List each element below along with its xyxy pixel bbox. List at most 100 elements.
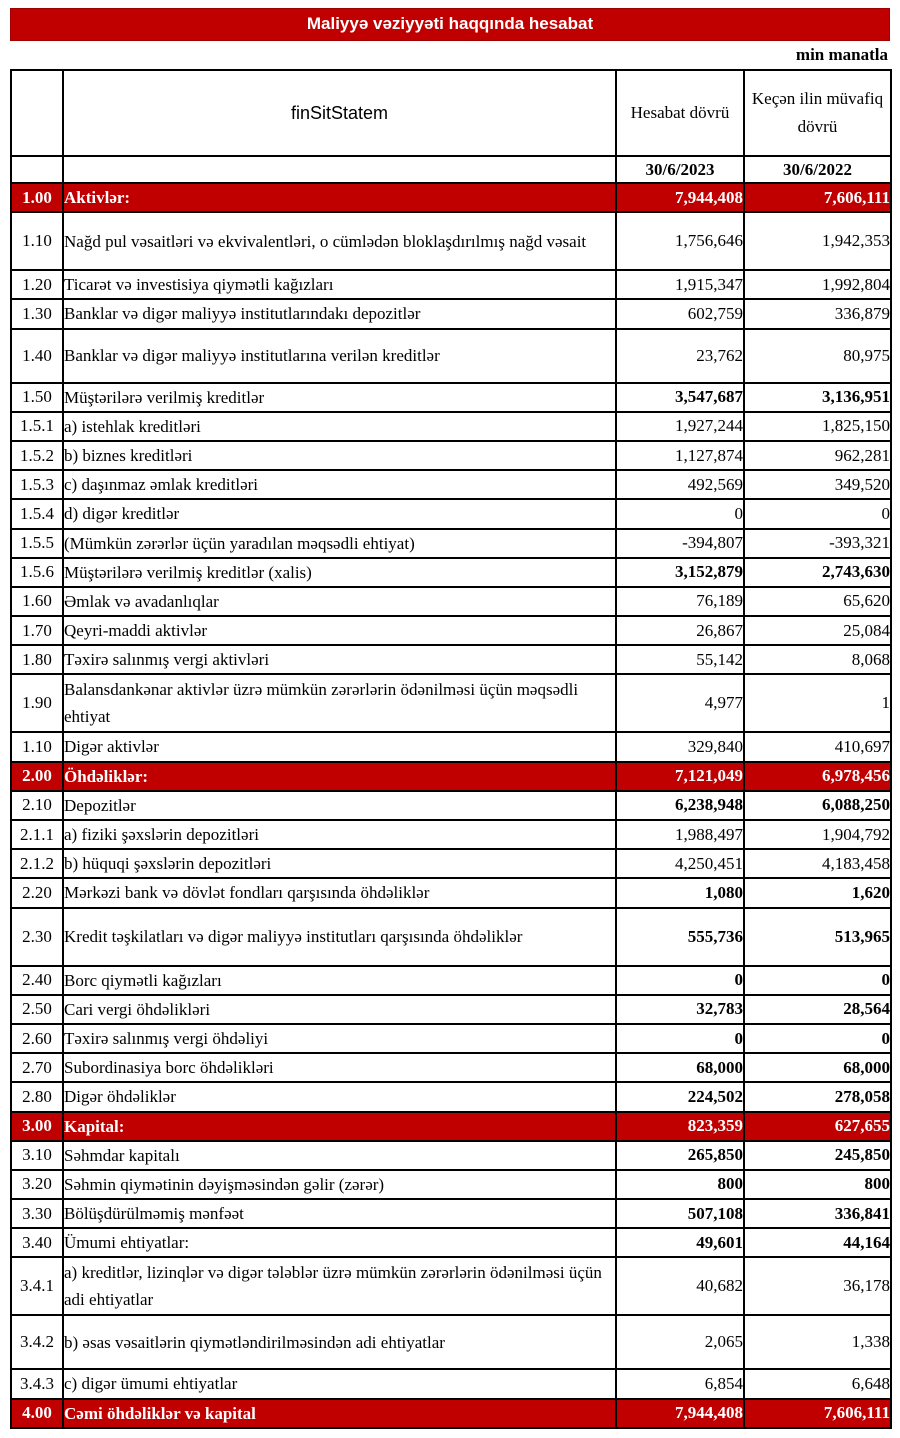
row-code: 1.10 bbox=[10, 731, 64, 763]
row-value-current: 800 bbox=[615, 1168, 745, 1201]
row-label: Kapital: bbox=[62, 1110, 617, 1142]
row-value-previous: -393,321 bbox=[743, 527, 892, 559]
row-code: 1.5.1 bbox=[10, 410, 64, 442]
row-value-current: 3,152,879 bbox=[615, 556, 745, 588]
row-value-current: 4,250,451 bbox=[615, 848, 745, 880]
row-label: b) hüquqi şəxslərin depozitləri bbox=[62, 848, 617, 880]
table-row: 2.1.2 b) hüquqi şəxslərin depozitləri 4,… bbox=[10, 848, 892, 880]
row-code: 1.80 bbox=[10, 644, 64, 676]
date-previous: 30/6/2022 bbox=[743, 155, 892, 184]
row-value-current: 76,189 bbox=[615, 585, 745, 618]
row-code: 2.1.1 bbox=[10, 818, 64, 851]
row-value-current: 507,108 bbox=[615, 1198, 745, 1230]
header-statement-title: finSitStatem bbox=[62, 69, 617, 157]
row-label: Əmlak və avadanlıqlar bbox=[62, 585, 617, 618]
row-value-previous: 44,164 bbox=[743, 1227, 892, 1259]
row-value-current: 1,080 bbox=[615, 877, 745, 909]
row-code: 2.1.2 bbox=[10, 848, 64, 880]
table-row: 2.70 Subordinasiya borc öhdəlikləri 68,0… bbox=[10, 1052, 892, 1084]
table-row: 1.40 Banklar və digər maliyyə institutla… bbox=[10, 327, 892, 384]
table-row: 3.10 Səhmdar kapitalı 265,850 245,850 bbox=[10, 1139, 892, 1171]
row-code: 1.00 bbox=[10, 181, 64, 214]
table-row: 1.5.2 b) biznes kreditləri 1,127,874 962… bbox=[10, 439, 892, 472]
row-value-current: 7,944,408 bbox=[615, 1397, 745, 1429]
table-row: 2.30 Kredit təşkilatları və digər maliyy… bbox=[10, 906, 892, 967]
row-value-previous: 1,825,150 bbox=[743, 410, 892, 442]
row-value-previous: 1,992,804 bbox=[743, 269, 892, 301]
report-table-body: 1.00 Aktivlər: 7,944,408 7,606,111 1.10 … bbox=[10, 181, 892, 1429]
row-code: 1.5.2 bbox=[10, 439, 64, 472]
table-row: 2.50 Cari vergi öhdəlikləri 32,783 28,56… bbox=[10, 993, 892, 1025]
row-label: b) əsas vəsaitlərin qiymətləndirilməsind… bbox=[62, 1314, 617, 1371]
table-date-row: 30/6/2023 30/6/2022 bbox=[10, 155, 892, 184]
row-value-current: 68,000 bbox=[615, 1052, 745, 1084]
row-value-current: 0 bbox=[615, 964, 745, 996]
row-label: c) digər ümumi ehtiyatlar bbox=[62, 1368, 617, 1400]
header-code-cell bbox=[10, 69, 64, 157]
row-label: Müştərilərə verilmiş kreditlər (xalis) bbox=[62, 556, 617, 588]
row-value-current: 1,756,646 bbox=[615, 211, 745, 272]
financial-position-table: finSitStatem Hesabat dövrü Keçən ilin mü… bbox=[10, 69, 892, 1429]
row-label: Müştərilərə verilmiş kreditlər bbox=[62, 381, 617, 413]
header-previous-period: Keçən ilin müvafiq dövrü bbox=[743, 69, 892, 157]
row-value-previous: 962,281 bbox=[743, 439, 892, 472]
row-value-previous: 627,655 bbox=[743, 1110, 892, 1142]
row-value-previous: 0 bbox=[743, 498, 892, 530]
row-value-previous: 7,606,111 bbox=[743, 181, 892, 214]
row-value-current: 1,988,497 bbox=[615, 818, 745, 851]
row-value-previous: 410,697 bbox=[743, 731, 892, 763]
row-value-current: 3,547,687 bbox=[615, 381, 745, 413]
row-label: a) fiziki şəxslərin depozitləri bbox=[62, 818, 617, 851]
row-value-previous: 1,904,792 bbox=[743, 818, 892, 851]
row-label: Depozitlər bbox=[62, 789, 617, 822]
date-current: 30/6/2023 bbox=[615, 155, 745, 184]
row-code: 1.70 bbox=[10, 615, 64, 647]
row-code: 1.5.5 bbox=[10, 527, 64, 559]
row-value-current: 6,238,948 bbox=[615, 789, 745, 822]
table-row: 1.70 Qeyri-maddi aktivlər 26,867 25,084 bbox=[10, 615, 892, 647]
row-value-current: -394,807 bbox=[615, 527, 745, 559]
table-row: 1.5.4 d) digər kreditlər 0 0 bbox=[10, 498, 892, 530]
row-code: 1.90 bbox=[10, 673, 64, 734]
row-code: 1.5.4 bbox=[10, 498, 64, 530]
row-value-previous: 25,084 bbox=[743, 615, 892, 647]
row-code: 2.30 bbox=[10, 906, 64, 967]
row-code: 3.30 bbox=[10, 1198, 64, 1230]
row-code: 1.50 bbox=[10, 381, 64, 413]
row-value-current: 7,944,408 bbox=[615, 181, 745, 214]
row-label: b) biznes kreditləri bbox=[62, 439, 617, 472]
row-code: 1.40 bbox=[10, 327, 64, 384]
row-code: 1.20 bbox=[10, 269, 64, 301]
table-row: 1.10 Nağd pul vəsaitləri və ekvivalentlə… bbox=[10, 211, 892, 272]
row-code: 3.4.2 bbox=[10, 1314, 64, 1371]
table-row: 1.60 Əmlak və avadanlıqlar 76,189 65,620 bbox=[10, 585, 892, 618]
row-code: 2.10 bbox=[10, 789, 64, 822]
row-code: 1.5.3 bbox=[10, 469, 64, 501]
table-row: 2.1.1 a) fiziki şəxslərin depozitləri 1,… bbox=[10, 818, 892, 851]
row-value-previous: 80,975 bbox=[743, 327, 892, 384]
table-row: 1.80 Təxirə salınmış vergi aktivləri 55,… bbox=[10, 644, 892, 676]
table-row: 3.30 Bölüşdürülməmiş mənfəət 507,108 336… bbox=[10, 1198, 892, 1230]
row-label: Səhmin qiymətinin dəyişməsindən gəlir (z… bbox=[62, 1168, 617, 1201]
row-label: Borc qiymətli kağızları bbox=[62, 964, 617, 996]
row-label: a) kreditlər, lizinqlər və digər tələblə… bbox=[62, 1256, 617, 1317]
row-value-current: 32,783 bbox=[615, 993, 745, 1025]
row-value-previous: 68,000 bbox=[743, 1052, 892, 1084]
table-header-row: finSitStatem Hesabat dövrü Keçən ilin mü… bbox=[10, 69, 892, 157]
row-value-previous: 6,978,456 bbox=[743, 760, 892, 792]
row-value-previous: 3,136,951 bbox=[743, 381, 892, 413]
row-value-previous: 6,648 bbox=[743, 1368, 892, 1400]
row-code: 1.10 bbox=[10, 211, 64, 272]
row-code: 2.20 bbox=[10, 877, 64, 909]
row-label: Səhmdar kapitalı bbox=[62, 1139, 617, 1171]
row-value-previous: 8,068 bbox=[743, 644, 892, 676]
row-code: 1.30 bbox=[10, 298, 64, 330]
row-label: Qeyri-maddi aktivlər bbox=[62, 615, 617, 647]
row-value-previous: 7,606,111 bbox=[743, 1397, 892, 1429]
row-value-current: 1,127,874 bbox=[615, 439, 745, 472]
table-row: 1.00 Aktivlər: 7,944,408 7,606,111 bbox=[10, 181, 892, 214]
row-code: 2.50 bbox=[10, 993, 64, 1025]
row-value-previous: 336,879 bbox=[743, 298, 892, 330]
row-label: Balansdankənar aktivlər üzrə mümkün zərə… bbox=[62, 673, 617, 734]
table-row: 4.00 Cəmi öhdəliklər və kapital 7,944,40… bbox=[10, 1397, 892, 1429]
